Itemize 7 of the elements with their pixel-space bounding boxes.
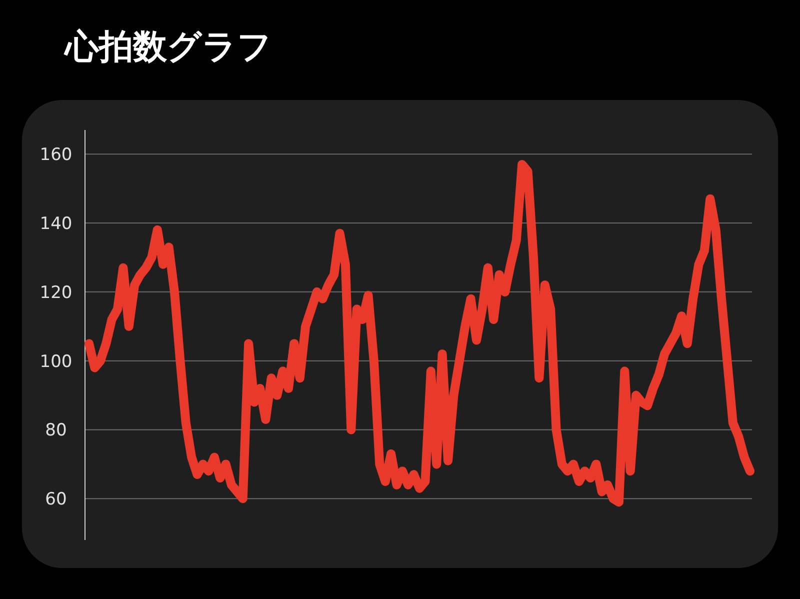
y-tick-label: 120 [40, 282, 72, 303]
chart-title: 心拍数グラフ [63, 27, 272, 67]
y-tick-label: 140 [40, 214, 72, 234]
y-tick-label: 60 [45, 490, 67, 510]
y-tick-label: 160 [40, 145, 72, 166]
y-tick-label: 80 [45, 420, 67, 441]
y-tick-label: 100 [40, 352, 72, 372]
